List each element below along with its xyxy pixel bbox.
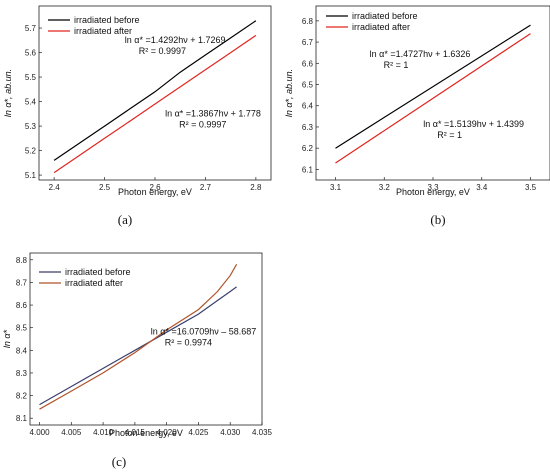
y-tick-label: 6.1 bbox=[302, 165, 314, 174]
legend-label-1: irradiated before bbox=[74, 15, 140, 25]
y-tick-label: 5.5 bbox=[25, 73, 37, 82]
x-tick-label: 4.010 bbox=[93, 428, 114, 437]
panel-label: (a) bbox=[118, 212, 132, 227]
x-tick-label: 3.5 bbox=[525, 183, 537, 192]
fit-r-squared-2: R² = 0.9997 bbox=[179, 119, 226, 129]
y-axis-label: ln α*, ab.un. bbox=[3, 69, 13, 117]
fit-equation-2: ln α* =1.3867hν + 1.778 bbox=[165, 108, 261, 118]
y-tick-label: 8.8 bbox=[16, 256, 28, 265]
x-axis-label: Photon energy, eV bbox=[109, 428, 183, 438]
x-tick-label: 2.5 bbox=[99, 183, 111, 192]
y-tick-label: 8.5 bbox=[16, 324, 28, 333]
fit-r-squared-2: R² = 1 bbox=[437, 130, 462, 140]
legend-label-1: irradiated before bbox=[65, 267, 131, 277]
y-tick-label: 8.2 bbox=[16, 392, 28, 401]
x-tick-label: 3.3 bbox=[427, 183, 439, 192]
fit-equation-1: ln α* =16.0709hν – 58.687 bbox=[151, 326, 257, 336]
chart-3: 4.000 4.005 4.010 4.015 4.020 4.025 4.030 4.035… bbox=[2, 252, 273, 469]
legend-label-2: irradiated after bbox=[74, 26, 132, 36]
fit-r-squared-1: R² = 0.9974 bbox=[165, 337, 212, 347]
y-tick-label: 8.6 bbox=[16, 301, 28, 310]
y-axis-label: ln α* bbox=[2, 329, 12, 348]
x-tick-label: 4.015 bbox=[125, 428, 146, 437]
x-tick-label: 4.000 bbox=[30, 428, 51, 437]
plot-frame bbox=[315, 5, 550, 181]
x-tick-label: 2.7 bbox=[200, 183, 212, 192]
y-tick-label: 5.2 bbox=[25, 147, 37, 156]
y-tick-label: 5.7 bbox=[25, 24, 37, 33]
x-axis-label: Photon energy, eV bbox=[118, 187, 192, 197]
x-tick-label: 4.020 bbox=[157, 428, 178, 437]
fit-equation-1: ln α* =1.4727hν + 1.6326 bbox=[370, 49, 471, 59]
chart-1: 2.4 2.5 2.6 2.7 2.8 5.1 5.2 5.3 5.4 5.5 5.6 5.7 Phot… bbox=[3, 5, 272, 227]
y-tick-label: 6.2 bbox=[302, 144, 314, 153]
y-tick-label: 8.7 bbox=[16, 278, 28, 287]
chart-2: 3.1 3.2 3.3 3.4 3.5 6.1 6.2 6.3 6.4 6.5 6.6 6.7 6.8 P… bbox=[284, 5, 550, 227]
series-line-2 bbox=[335, 33, 531, 164]
fit-r-squared-1: R² = 0.9997 bbox=[139, 46, 186, 56]
legend-label-2: irradiated after bbox=[65, 278, 123, 288]
legend-label-1: irradiated before bbox=[352, 11, 418, 21]
series-line-2 bbox=[53, 34, 257, 174]
x-tick-label: 3.1 bbox=[330, 183, 342, 192]
series-line-1 bbox=[39, 286, 237, 406]
y-tick-label: 8.1 bbox=[16, 414, 28, 423]
x-tick-label: 3.4 bbox=[476, 183, 488, 192]
y-tick-label: 5.1 bbox=[25, 171, 37, 180]
y-tick-label: 8.3 bbox=[16, 369, 28, 378]
fit-r-squared-1: R² = 1 bbox=[384, 60, 409, 70]
y-tick-label: 6.7 bbox=[302, 38, 314, 47]
x-tick-label: 4.035 bbox=[252, 428, 273, 437]
plot-frame bbox=[29, 252, 263, 426]
series-line-1 bbox=[335, 24, 531, 149]
x-tick-label: 2.4 bbox=[49, 183, 61, 192]
y-tick-label: 6.8 bbox=[302, 17, 314, 26]
fit-equation-2: ln α* =1.5139hν + 1.4399 bbox=[423, 119, 524, 129]
x-tick-label: 2.8 bbox=[250, 183, 262, 192]
legend-label-2: irradiated after bbox=[352, 22, 410, 32]
y-tick-label: 5.3 bbox=[25, 122, 37, 131]
y-tick-label: 6.4 bbox=[302, 102, 314, 111]
y-tick-label: 5.4 bbox=[25, 98, 37, 107]
x-tick-label: 4.030 bbox=[220, 428, 241, 437]
x-tick-label: 4.025 bbox=[188, 428, 209, 437]
series-line-1 bbox=[53, 20, 257, 161]
series-line-2 bbox=[39, 264, 238, 410]
fit-equation-1: ln α* =1.4292hν + 1.7269 bbox=[125, 35, 226, 45]
x-tick-label: 3.2 bbox=[379, 183, 391, 192]
y-axis-label: ln α*, ab.un. bbox=[284, 69, 294, 117]
y-tick-label: 6.3 bbox=[302, 123, 314, 132]
x-tick-label: 4.005 bbox=[61, 428, 82, 437]
panel-label: (b) bbox=[430, 212, 445, 227]
x-tick-label: 2.6 bbox=[149, 183, 161, 192]
y-tick-label: 6.5 bbox=[302, 81, 314, 90]
y-tick-label: 8.4 bbox=[16, 346, 28, 355]
x-axis-label: Photon energy, eV bbox=[396, 187, 470, 197]
y-tick-label: 6.6 bbox=[302, 59, 314, 68]
panel-label: (c) bbox=[112, 454, 126, 469]
y-tick-label: 5.6 bbox=[25, 49, 37, 58]
